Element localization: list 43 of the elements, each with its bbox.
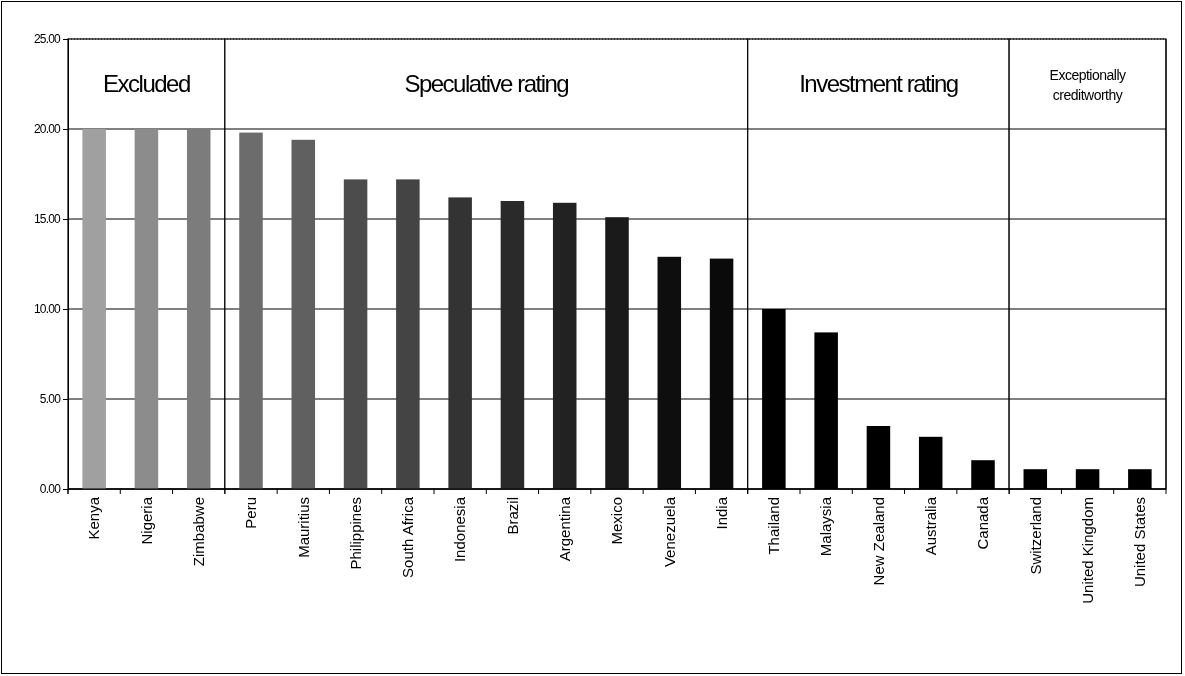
x-tick-label: New Zealand: [869, 497, 887, 586]
x-tick-label: Indonesia: [451, 496, 469, 563]
band-label: Exceptionally creditworthy: [1049, 67, 1127, 103]
x-tick-label: Mauritius: [294, 497, 312, 558]
x-tick-label: United States: [1131, 497, 1149, 588]
bar: [657, 256, 682, 489]
bar: [500, 201, 525, 489]
x-tick-label: India: [712, 496, 730, 530]
y-tick-label: 20.00: [33, 122, 62, 137]
bar: [605, 217, 629, 489]
x-tick-label: Peru: [242, 497, 260, 529]
bar: [396, 179, 420, 489]
bar: [343, 179, 368, 489]
bar: [82, 129, 106, 489]
bar: [239, 132, 263, 489]
band-label: Speculative rating: [404, 70, 569, 97]
x-tick-label: Nigeria: [137, 496, 155, 545]
x-tick-label: South Africa: [399, 496, 417, 578]
bar: [448, 197, 472, 489]
x-tick-label: United Kingdom: [1078, 497, 1096, 604]
x-tick-label: Brazil: [503, 497, 521, 535]
x-tick-label: Zimbabwe: [189, 497, 207, 567]
x-tick-label: Venezuela: [660, 496, 678, 568]
band-label: Investment rating: [799, 70, 958, 97]
x-tick-label: Philippines: [346, 497, 364, 570]
x-tick-label: Mexico: [608, 497, 626, 545]
x-tick-label: Kenya: [85, 496, 103, 540]
band-label: Excluded: [103, 70, 190, 97]
y-tick-label: 10.00: [33, 302, 62, 317]
bar: [134, 129, 159, 489]
x-tick-label: Thailand: [765, 497, 783, 555]
x-tick-label: Argentina: [555, 496, 573, 562]
y-tick-label: 25.00: [33, 32, 62, 47]
bar: [186, 129, 211, 489]
y-tick-label: 5.00: [39, 392, 62, 407]
x-tick-label: Canada: [974, 496, 992, 550]
y-tick-label: 15.00: [33, 212, 62, 227]
bar: [291, 139, 316, 489]
y-tick-label: 0.00: [39, 482, 62, 497]
bar: [552, 202, 577, 489]
x-tick-label: Malaysia: [817, 496, 835, 557]
x-tick-label: Australia: [921, 496, 939, 556]
x-tick-label: Switzerland: [1026, 497, 1044, 575]
